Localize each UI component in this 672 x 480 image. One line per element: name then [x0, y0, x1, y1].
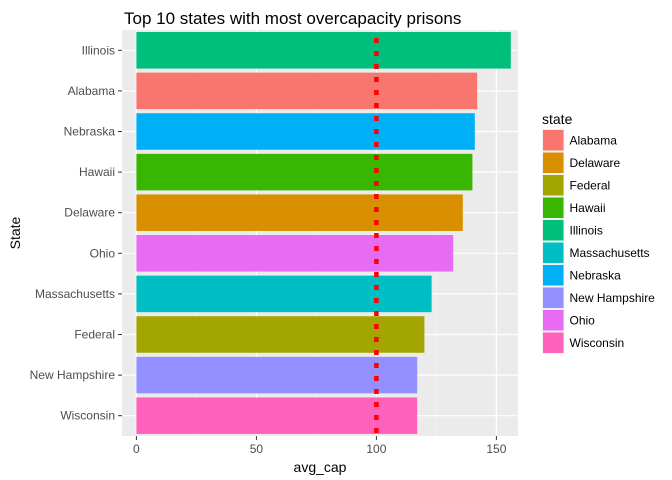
legend-swatch — [543, 310, 564, 331]
legend-swatch — [543, 175, 564, 196]
legend-swatch — [543, 197, 564, 218]
y-axis-title: State — [7, 216, 23, 249]
legend-swatch — [543, 332, 564, 353]
y-tick-label: Hawaii — [79, 165, 115, 179]
y-axis: Illinois Alabama Nebraska Hawaii Delaware Ohi… — [30, 43, 122, 423]
x-axis-title: avg_cap — [294, 459, 347, 475]
legend-label: Delaware — [570, 156, 621, 170]
legend-label: New Hampshire — [570, 291, 656, 305]
y-tick-label: Illinois — [82, 43, 115, 57]
legend-title: state — [542, 111, 573, 127]
legend: state Alabama Delaware Federal Hawaii Illino… — [542, 111, 655, 354]
legend-swatch — [543, 220, 564, 241]
chart-title: Top 10 states with most overcapacity pri… — [124, 9, 461, 28]
legend-label: Federal — [570, 178, 611, 192]
bar — [136, 397, 418, 434]
bar — [136, 32, 511, 69]
legend-swatch — [543, 152, 564, 173]
y-tick-label: Ohio — [90, 246, 116, 260]
bar — [136, 194, 463, 231]
legend-label: Hawaii — [570, 201, 606, 215]
bar — [136, 356, 418, 394]
bars — [136, 32, 511, 434]
legend-swatch — [543, 242, 564, 263]
y-tick-label: Massachusetts — [35, 287, 115, 301]
y-tick-label: Nebraska — [64, 125, 116, 139]
bar — [136, 316, 425, 353]
y-tick-label: Federal — [74, 328, 115, 342]
y-tick-label: Delaware — [64, 206, 115, 220]
x-tick-label: 100 — [366, 442, 386, 456]
legend-label: Nebraska — [570, 268, 622, 282]
x-axis: 0 50 100 150 — [133, 436, 507, 456]
x-tick-label: 0 — [133, 442, 140, 456]
legend-label: Massachusetts — [570, 246, 650, 260]
legend-label: Illinois — [570, 223, 603, 237]
legend-label: Wisconsin — [570, 336, 625, 350]
bar — [136, 235, 454, 272]
bar — [136, 113, 475, 150]
x-tick-label: 150 — [486, 442, 506, 456]
legend-label: Ohio — [570, 313, 596, 327]
y-tick-label: Alabama — [68, 84, 116, 98]
x-tick-label: 50 — [250, 442, 264, 456]
y-tick-label: New Hampshire — [30, 368, 116, 382]
bar — [136, 275, 432, 313]
y-tick-label: Wisconsin — [60, 409, 115, 423]
bar — [136, 153, 473, 191]
legend-label: Alabama — [570, 133, 618, 147]
bar — [136, 72, 478, 110]
legend-swatch — [543, 265, 564, 286]
legend-swatch — [543, 130, 564, 151]
legend-swatch — [543, 287, 564, 308]
